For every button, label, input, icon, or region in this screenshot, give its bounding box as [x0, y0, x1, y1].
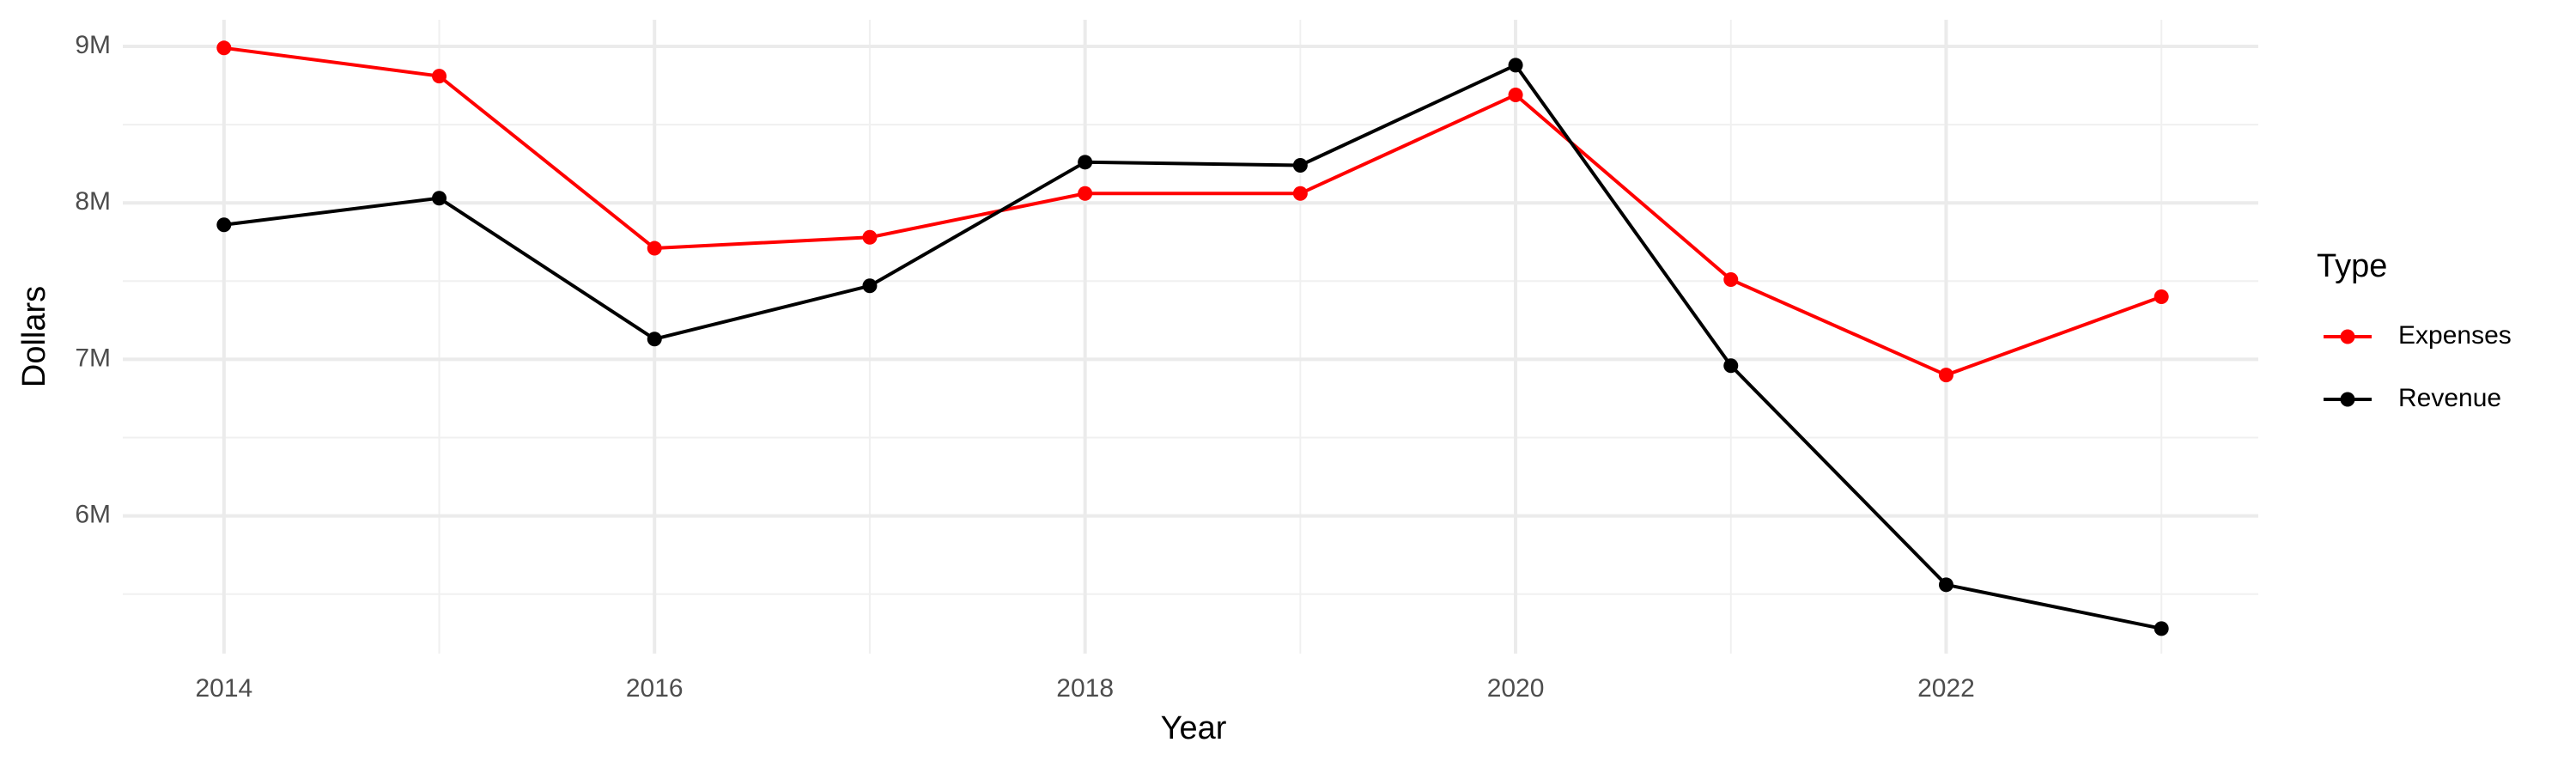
data-point	[1292, 186, 1308, 201]
x-tick-label: 2020	[1487, 674, 1545, 703]
x-tick-label: 2018	[1056, 674, 1114, 703]
x-tick-label: 2022	[1917, 674, 1975, 703]
data-point	[862, 229, 878, 245]
y-axis-title: Dollars	[16, 286, 52, 387]
y-tick-label: 9M	[75, 31, 111, 59]
data-point	[1723, 358, 1739, 374]
data-point	[216, 40, 232, 56]
legend-label: Expenses	[2398, 321, 2512, 350]
data-point	[216, 217, 232, 233]
legend-point	[2340, 329, 2355, 344]
data-point	[1078, 186, 1093, 201]
x-tick-label: 2014	[195, 674, 252, 703]
data-point	[647, 240, 662, 256]
data-point	[1292, 157, 1308, 173]
data-point	[862, 278, 878, 294]
data-point	[432, 69, 447, 84]
data-point	[432, 191, 447, 206]
x-tick-label: 2016	[626, 674, 683, 703]
data-point	[647, 332, 662, 347]
data-point	[1078, 155, 1093, 170]
data-point	[1508, 58, 1523, 73]
data-point	[1723, 271, 1739, 287]
legend-title: Type	[2317, 248, 2387, 284]
series-line	[223, 63, 2162, 630]
series-line	[223, 46, 2162, 377]
legend-label: Revenue	[2398, 384, 2501, 412]
y-tick-label: 6M	[75, 501, 111, 529]
data-point	[2154, 621, 2169, 636]
data-point	[1938, 368, 1953, 383]
data-point	[2154, 289, 2169, 305]
x-axis-title: Year	[1161, 710, 1227, 746]
data-point	[1508, 87, 1523, 102]
legend-point	[2340, 392, 2355, 407]
y-tick-label: 8M	[75, 187, 111, 216]
y-tick-label: 7M	[75, 344, 111, 372]
data-point	[1938, 577, 1953, 593]
